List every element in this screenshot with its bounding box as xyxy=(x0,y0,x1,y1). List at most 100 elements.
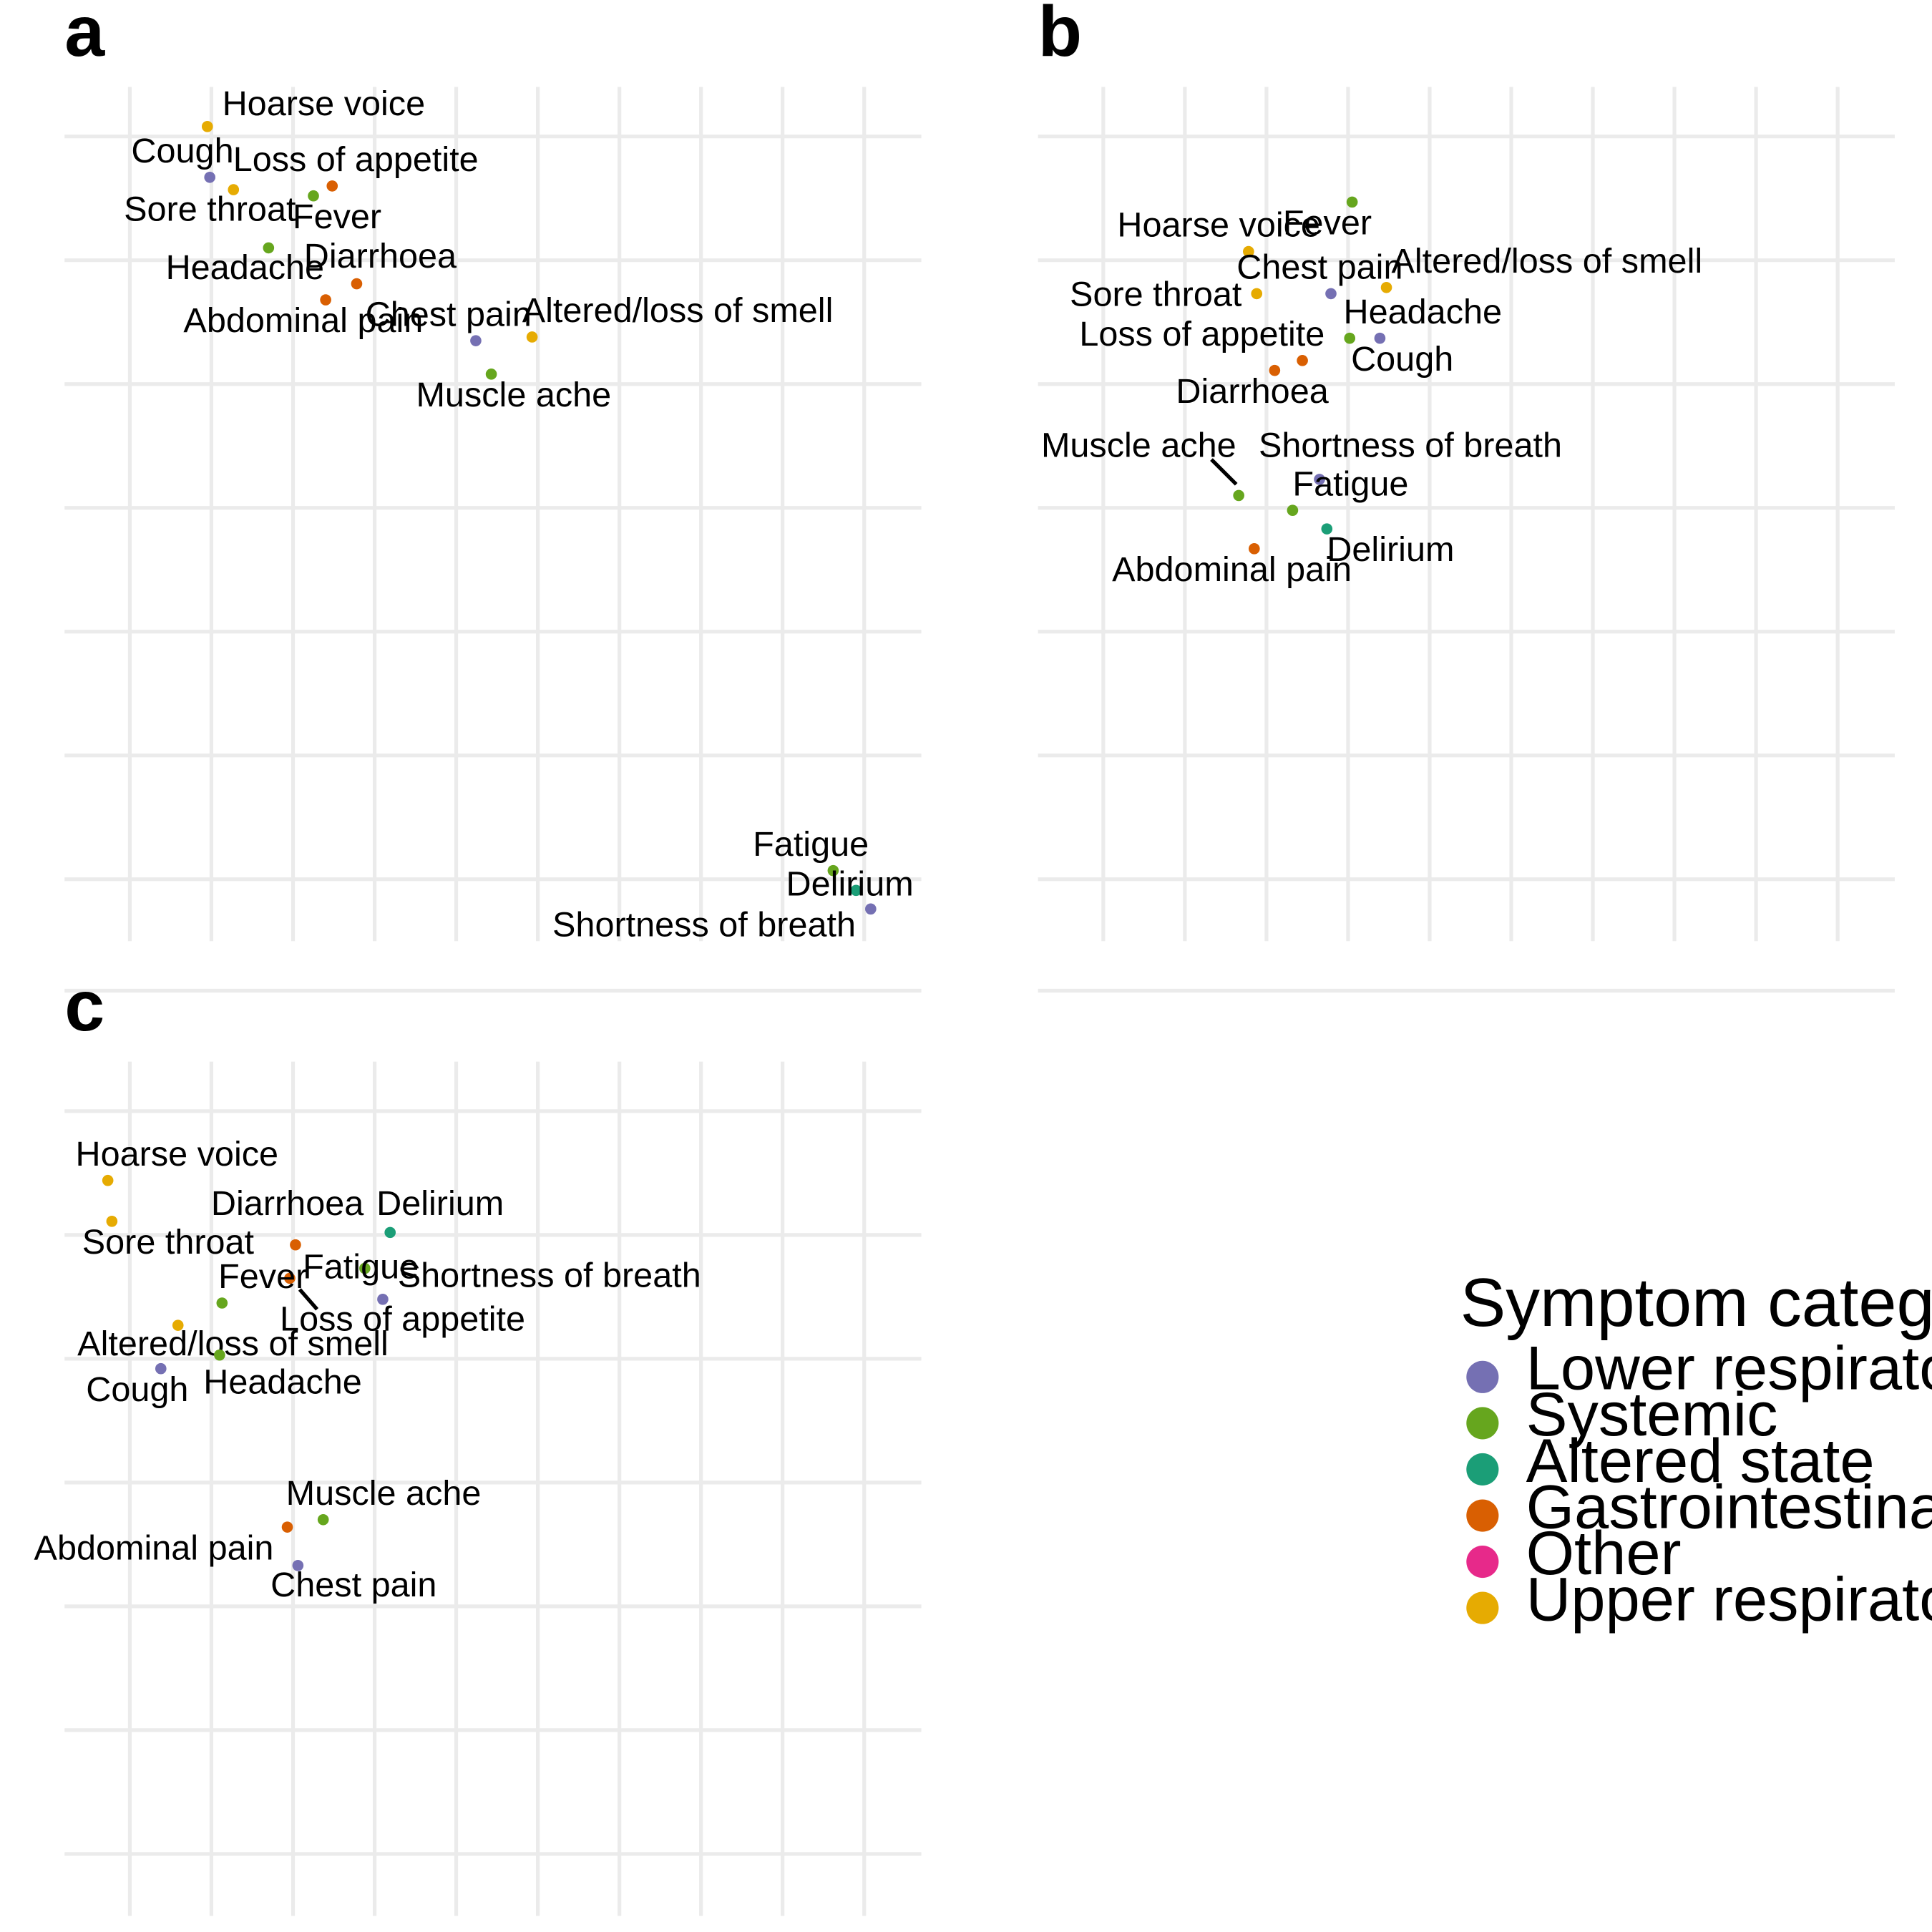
point-label-chest-pain: Chest pain xyxy=(1236,248,1402,287)
point-label-loss-of-appetite: Loss of appetite xyxy=(280,1299,525,1338)
point-label-shortness-of-breath: Shortness of breath xyxy=(398,1256,701,1294)
point-muscle-ache xyxy=(485,369,497,380)
leader-line-muscle-ache xyxy=(1210,458,1238,486)
point-label-headache: Headache xyxy=(166,248,324,287)
point-label-headache: Headache xyxy=(203,1362,361,1401)
legend-label-altered-state: Altered state xyxy=(1526,1426,1875,1496)
point-delirium xyxy=(1321,523,1333,535)
point-label-abdominal-pain: Abdominal pain xyxy=(1112,550,1352,589)
legend-label-gastrointestinal: Gastrointestinal xyxy=(1526,1472,1932,1541)
point-diarrhoea xyxy=(290,1239,301,1251)
point-label-hoarse-voice: Hoarse voice xyxy=(1117,206,1320,245)
point-label-cough: Cough xyxy=(1351,340,1453,379)
point-label-sore-throat: Sore throat xyxy=(1070,275,1242,314)
legend-key-other xyxy=(1466,1546,1499,1579)
point-label-diarrhoea: Diarrhoea xyxy=(304,237,457,275)
point-label-fatigue: Fatigue xyxy=(1292,464,1408,503)
gridlines xyxy=(1038,87,1895,993)
point-shortness-of-breath xyxy=(865,903,877,915)
point-chest-pain xyxy=(292,1559,304,1571)
point-label-altered-loss-of-smell: Altered/loss of smell xyxy=(1391,242,1702,280)
point-label-abdominal-pain: Abdominal pain xyxy=(183,301,423,340)
legend-title: Symptom category xyxy=(1460,1265,1932,1341)
point-fever xyxy=(308,190,319,202)
point-label-fever: Fever xyxy=(1283,203,1372,242)
point-fatigue xyxy=(827,864,839,877)
gridlines xyxy=(64,87,922,993)
point-headache xyxy=(1344,332,1356,344)
point-label-muscle-ache: Muscle ache xyxy=(416,376,611,414)
point-diarrhoea xyxy=(1269,364,1281,376)
point-label-headache: Headache xyxy=(1344,293,1502,331)
point-fatigue xyxy=(359,1262,371,1274)
point-altered-loss-of-smell xyxy=(526,331,538,343)
legend-label-systemic: Systemic xyxy=(1526,1380,1778,1449)
point-altered-loss-of-smell xyxy=(1380,281,1392,293)
point-cough xyxy=(1374,332,1386,344)
panel-letter-b: b xyxy=(1038,0,1082,72)
point-label-loss-of-appetite: Loss of appetite xyxy=(233,140,479,179)
point-abdominal-pain xyxy=(281,1521,293,1533)
panel-letter-c: c xyxy=(64,966,104,1046)
legend-key-altered-state xyxy=(1466,1453,1499,1486)
point-chest-pain xyxy=(470,335,482,346)
legend-label-lower-respiratory-tract: Lower respiratory tract xyxy=(1526,1334,1932,1403)
point-fatigue xyxy=(1287,504,1299,516)
point-label-sore-throat: Sore throat xyxy=(82,1223,255,1262)
point-label-muscle-ache: Muscle ache xyxy=(286,1474,482,1513)
legend-label-other: Other xyxy=(1526,1518,1682,1588)
point-delirium xyxy=(850,884,862,897)
point-label-sore-throat: Sore throat xyxy=(124,190,296,228)
point-label-shortness-of-breath: Shortness of breath xyxy=(552,905,856,944)
point-label-chest-pain: Chest pain xyxy=(366,295,532,333)
point-altered-loss-of-smell xyxy=(172,1319,184,1331)
point-loss-of-appetite xyxy=(284,1272,296,1284)
point-label-cough: Cough xyxy=(86,1370,188,1409)
legend-key-upper-respiratory-tract xyxy=(1466,1591,1499,1624)
point-label-cough: Cough xyxy=(131,132,233,170)
point-label-delirium: Delirium xyxy=(1327,530,1454,569)
legend-key-lower-respiratory-tract xyxy=(1466,1360,1499,1393)
point-chest-pain xyxy=(1325,288,1337,300)
legend-key-systemic xyxy=(1466,1407,1499,1440)
panel-letter-a: a xyxy=(64,0,105,72)
panel-a: a Hoarse voice Cough Sore throat Loss of app… xyxy=(64,0,922,993)
point-muscle-ache xyxy=(317,1513,329,1526)
point-headache xyxy=(263,242,275,254)
gridlines xyxy=(64,1061,922,1916)
legend-label-upper-respiratory-tract: Upper respiratory tract xyxy=(1526,1564,1932,1634)
point-sore-throat xyxy=(106,1215,118,1227)
point-label-diarrhoea: Diarrhoea xyxy=(1176,372,1329,411)
point-fever xyxy=(216,1297,228,1309)
point-label-chest-pain: Chest pain xyxy=(270,1566,436,1604)
point-delirium xyxy=(384,1226,396,1239)
point-muscle-ache xyxy=(1233,489,1244,502)
point-label-fever: Fever xyxy=(293,197,381,236)
point-label-shortness-of-breath: Shortness of breath xyxy=(1259,426,1562,465)
point-label-fatigue: Fatigue xyxy=(753,825,869,864)
point-label-fever: Fever xyxy=(218,1257,307,1296)
point-label-hoarse-voice: Hoarse voice xyxy=(76,1135,278,1174)
point-label-muscle-ache: Muscle ache xyxy=(1041,426,1236,465)
point-label-diarrhoea: Diarrhoea xyxy=(211,1184,364,1223)
point-label-delirium: Delirium xyxy=(786,864,914,903)
point-abdominal-pain xyxy=(1249,543,1260,555)
point-abdominal-pain xyxy=(320,294,331,306)
point-diarrhoea xyxy=(351,278,363,290)
point-sore-throat xyxy=(1251,288,1263,300)
point-label-hoarse-voice: Hoarse voice xyxy=(223,84,426,123)
point-shortness-of-breath xyxy=(377,1293,389,1305)
point-label-abdominal-pain: Abdominal pain xyxy=(34,1528,274,1567)
leader-line-loss-of-appetite xyxy=(298,1288,319,1311)
point-label-loss-of-appetite: Loss of appetite xyxy=(1079,315,1324,353)
point-label-altered-loss-of-smell: Altered/loss of smell xyxy=(522,291,834,330)
legend: Symptom categoryLower respiratory tractS… xyxy=(1460,1265,1932,1634)
point-label-fatigue: Fatigue xyxy=(303,1247,419,1286)
point-shortness-of-breath xyxy=(1314,474,1325,485)
point-cough xyxy=(204,171,216,183)
point-sore-throat xyxy=(228,184,240,195)
point-loss-of-appetite xyxy=(1297,355,1308,366)
